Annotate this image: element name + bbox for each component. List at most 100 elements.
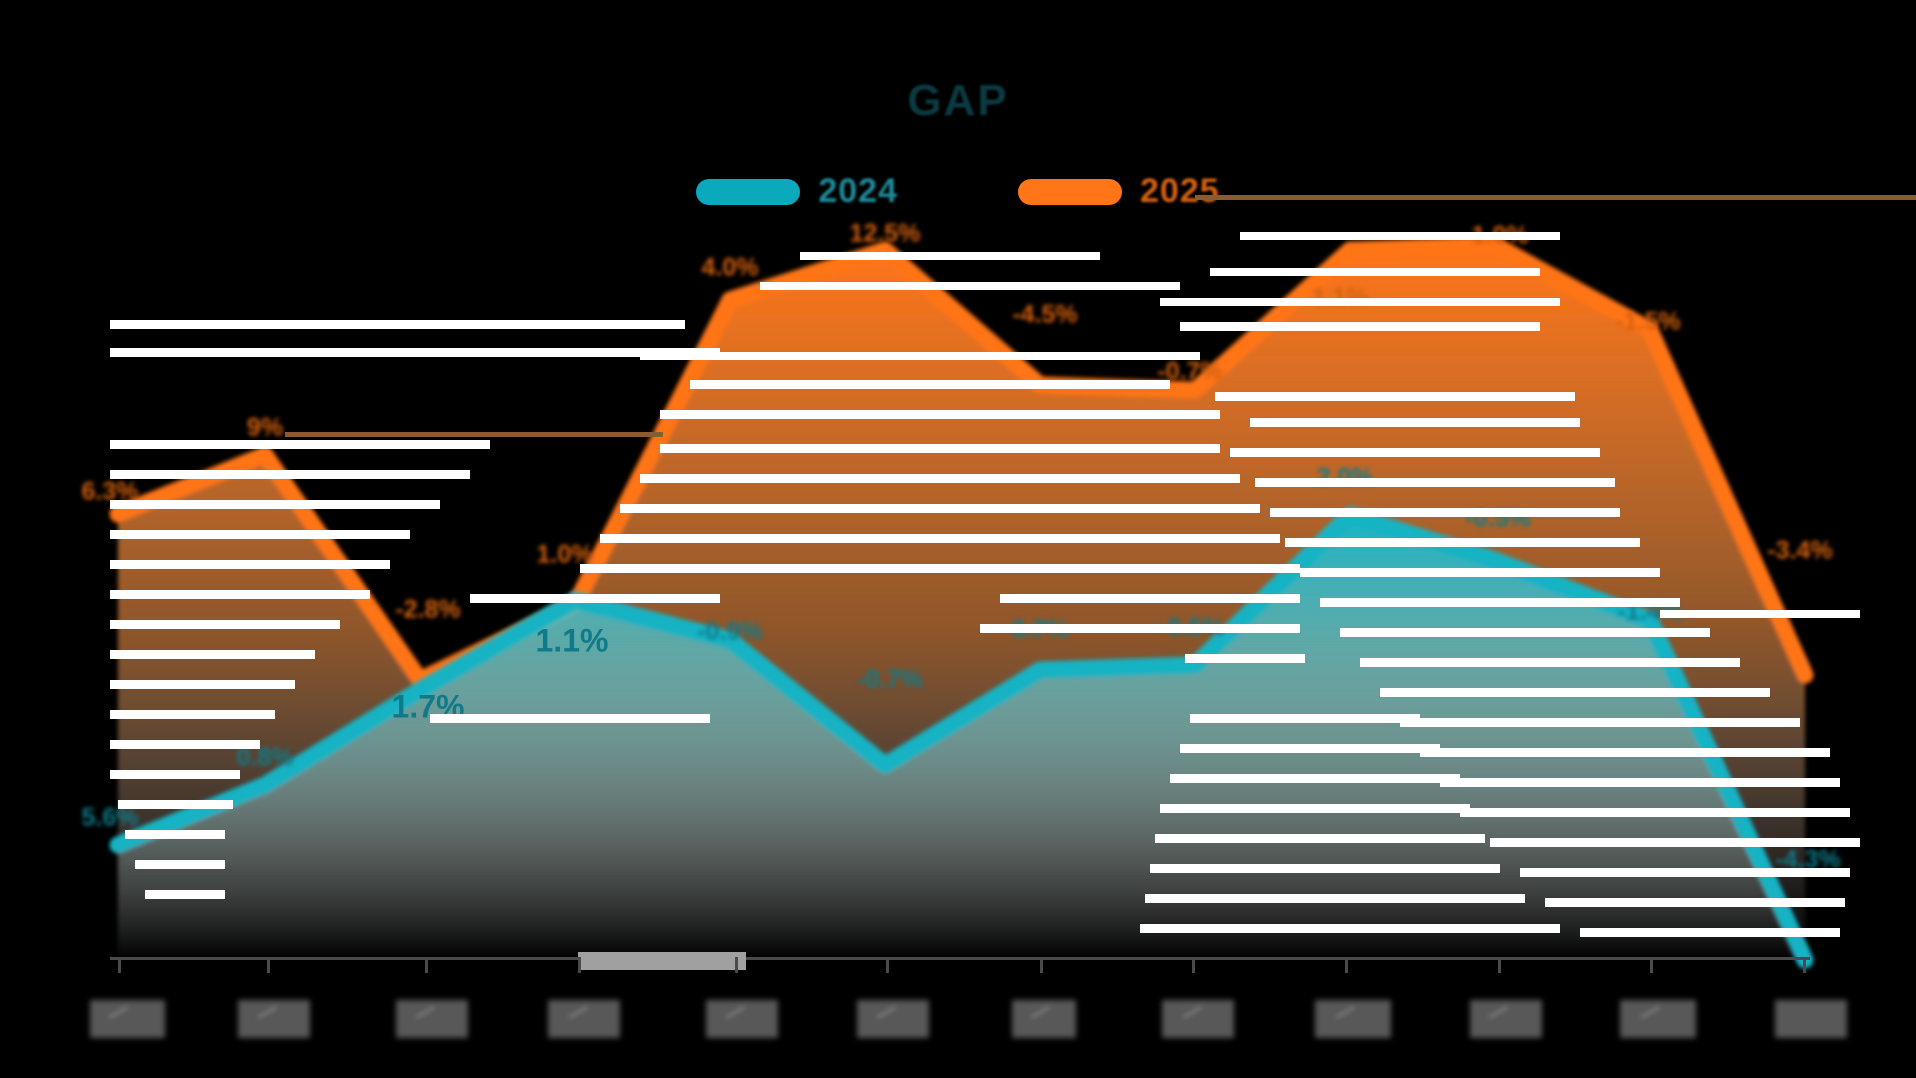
x-tick-0 (118, 957, 121, 973)
redaction-bar (110, 500, 440, 509)
redaction-bar (470, 594, 720, 603)
redaction-bar (640, 474, 1240, 483)
redaction-bar (118, 800, 233, 809)
redaction-bar (760, 282, 1180, 290)
data-label-2024-4: -0.9% (697, 617, 763, 646)
redaction-bar (980, 624, 1300, 633)
redaction-bar (110, 710, 275, 719)
data-label-2025-10: -1.5% (1615, 307, 1681, 336)
redaction-bar (1545, 898, 1845, 907)
series-2025-line (109, 236, 1814, 689)
x-axis-label-blur-6 (1012, 1000, 1076, 1038)
redaction-bar (600, 534, 1280, 543)
redaction-bar (1170, 774, 1460, 783)
redaction-bar (1380, 688, 1770, 697)
redaction-bar (1270, 508, 1620, 517)
data-label-2025-1: 9% (246, 413, 284, 442)
redaction-bar (690, 380, 1170, 389)
redaction-bar (145, 890, 225, 899)
x-tick-1 (267, 957, 270, 973)
x-axis-label-blur-9 (1470, 1000, 1542, 1038)
x-tick-11 (1803, 957, 1806, 973)
legend-rule-line (1195, 195, 1916, 200)
data-label-2025-2: -2.8% (395, 595, 461, 624)
x-axis-label-blur-1 (238, 1000, 310, 1038)
data-label-2025-5: 12.5% (849, 219, 921, 248)
redaction-bar (1145, 894, 1525, 903)
x-axis-redaction (578, 952, 746, 970)
redaction-bar (1180, 744, 1440, 753)
redaction-bar (110, 650, 315, 659)
x-tick-4 (735, 957, 738, 973)
redaction-bar (1160, 298, 1560, 306)
redaction-bar (110, 470, 470, 479)
redaction-bar (1490, 838, 1860, 847)
redaction-bar (1160, 804, 1470, 813)
data-label-2025-11: -3.4% (1767, 536, 1833, 565)
x-tick-2 (425, 957, 428, 973)
redaction-bar (110, 348, 720, 357)
data-label-2024-3: 1.1% (535, 622, 609, 659)
redaction-bar (430, 714, 710, 723)
data-label-2025-4: 4.0% (701, 253, 759, 282)
redaction-bar (125, 830, 225, 839)
redaction-bar (800, 252, 1100, 260)
redaction-bar (1255, 478, 1615, 487)
redaction-bar (1420, 748, 1830, 757)
redaction-bar (110, 770, 240, 779)
x-axis-label-blur-8 (1315, 1000, 1391, 1038)
redaction-bar (1440, 778, 1840, 787)
redaction-bar (110, 590, 370, 599)
redaction-bar (1180, 322, 1540, 331)
x-axis-label-blur-7 (1162, 1000, 1234, 1038)
x-axis-label-blur-10 (1620, 1000, 1696, 1038)
redaction-bar (110, 740, 260, 749)
data-label-2024-5: -0.7% (857, 665, 923, 694)
redaction-bar (1320, 598, 1680, 607)
redaction-bar (110, 620, 340, 629)
redaction-bar (1215, 392, 1575, 401)
redaction-bar (660, 444, 1220, 453)
redaction-bar (135, 860, 225, 869)
x-tick-6 (1040, 957, 1043, 973)
redaction-bar (620, 504, 1260, 513)
x-tick-5 (886, 957, 889, 973)
redaction-bar (1360, 658, 1740, 667)
redaction-bar (110, 320, 685, 329)
annotation-rule-line (285, 432, 663, 437)
data-label-2025-8: 1.1% (1312, 284, 1369, 313)
x-axis-label-blur-5 (857, 1000, 929, 1038)
redaction-bar (660, 410, 1220, 419)
redaction-bar (1580, 928, 1840, 937)
redaction-bar (1460, 808, 1850, 817)
data-label-2025-6: -4.5% (1012, 300, 1078, 329)
x-tick-3 (578, 957, 581, 973)
redaction-bar (580, 564, 1300, 573)
redaction-bar (1140, 924, 1560, 933)
redaction-bar (1240, 232, 1560, 240)
redaction-bar (110, 530, 410, 539)
x-tick-9 (1498, 957, 1501, 973)
redaction-bar (1150, 864, 1500, 873)
x-axis-label-blur-3 (548, 1000, 620, 1038)
redaction-bar (1400, 718, 1800, 727)
redaction-bar (110, 680, 295, 689)
x-tick-8 (1345, 957, 1348, 973)
redaction-bar (1190, 714, 1420, 723)
redaction-bar (640, 352, 1200, 360)
redaction-bar (1300, 568, 1660, 577)
x-tick-10 (1650, 957, 1653, 973)
redaction-bar (1285, 538, 1640, 547)
redaction-bar (1520, 868, 1850, 877)
data-label-2025-3: 1.0% (536, 540, 594, 569)
redaction-bar (110, 560, 390, 569)
x-tick-7 (1192, 957, 1195, 973)
redaction-bar (1210, 268, 1540, 276)
x-axis-label-blur-2 (396, 1000, 468, 1038)
x-axis-label-blur-11 (1775, 1000, 1847, 1038)
redaction-bar (1230, 448, 1600, 457)
redaction-bar (1185, 654, 1305, 663)
redaction-bar (1250, 418, 1580, 427)
redaction-bar (1155, 834, 1485, 843)
